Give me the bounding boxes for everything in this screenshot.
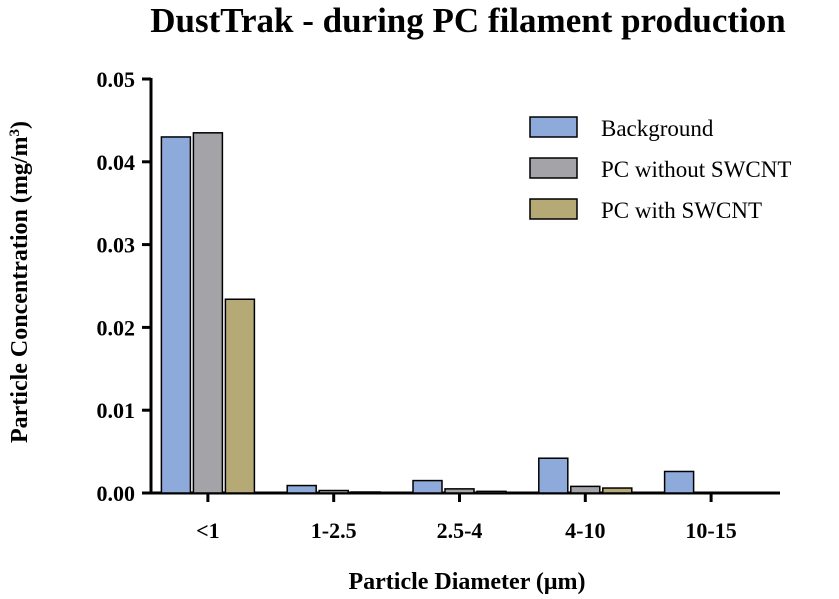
y-axis-label-superscript: 3: [7, 129, 23, 137]
y-tick-label: 0.03: [97, 233, 136, 258]
bar: [318, 489, 349, 494]
x-tick-label: 4-10: [565, 518, 605, 543]
bar: [350, 491, 381, 494]
chart-title: DustTrak - during PC filament production: [150, 1, 786, 40]
bar: [224, 298, 256, 494]
bar: [192, 132, 224, 494]
bar: [286, 484, 317, 494]
bar: [444, 488, 475, 494]
y-axis-label-close: ): [7, 121, 33, 129]
x-tick-label: 2.5-4: [437, 518, 483, 543]
bar: [412, 479, 443, 494]
x-tick-label: 10-15: [685, 518, 736, 543]
legend-label: PC with SWCNT: [601, 198, 762, 223]
legend-label: PC without SWCNT: [601, 157, 791, 182]
bar: [476, 490, 507, 494]
x-axis-label: Particle Diameter (μm): [348, 569, 585, 595]
y-tick-label: 0.05: [97, 67, 136, 92]
bar: [570, 485, 601, 494]
legend: Background PC without SWCNT PC with SWCNT: [529, 116, 791, 223]
y-axis-label: Particle Concentration (mg/m3): [7, 121, 33, 443]
legend-swatch: [529, 157, 578, 179]
x-tick-label: <1: [196, 518, 220, 543]
legend-swatch: [529, 116, 578, 138]
bar: [538, 457, 569, 494]
y-tick-label: 0.00: [97, 481, 136, 506]
bar: [160, 136, 192, 494]
y-axis-label-main: Particle Concentration (mg/m: [7, 136, 33, 443]
bar: [602, 487, 633, 494]
plot-area: 0.00 0.01 0.02 0.03 0.04 0.05 <1 1-2.5 2.5-4 4-10…: [97, 67, 780, 543]
y-tick-label: 0.01: [97, 398, 136, 423]
x-tick-label: 1-2.5: [311, 518, 357, 543]
legend-swatch: [529, 198, 578, 220]
y-tick-label: 0.04: [97, 150, 136, 175]
y-tick-label: 0.02: [97, 315, 136, 340]
bar: [663, 470, 695, 494]
legend-label: Background: [601, 116, 714, 141]
